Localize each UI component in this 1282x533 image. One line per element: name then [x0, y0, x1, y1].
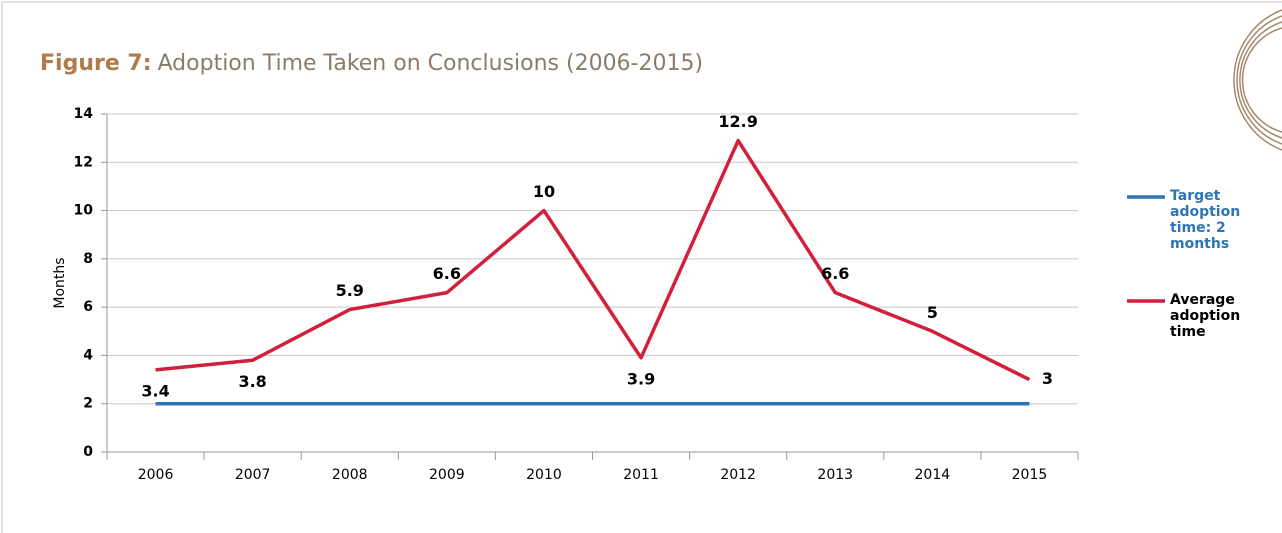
- title-text: Adoption Time Taken on Conclusions (2006…: [158, 51, 704, 76]
- data-label: 3.8: [238, 372, 266, 391]
- x-tick-label: 2012: [720, 467, 756, 483]
- data-label: 3: [1042, 369, 1053, 388]
- x-tick-label: 2015: [1012, 467, 1048, 483]
- legend-entry: Target adoption time: 2 months: [1170, 188, 1241, 252]
- x-tick-label: 2010: [526, 467, 562, 483]
- y-tick-label: 6: [83, 299, 93, 315]
- x-tick-label: 2009: [429, 467, 465, 483]
- data-label: 5: [927, 303, 938, 322]
- y-tick-label: 4: [83, 347, 93, 363]
- y-axis-label: Months: [52, 257, 68, 308]
- y-tick-label: 12: [74, 154, 93, 170]
- y-tick-label: 14: [74, 106, 94, 122]
- y-tick-label: 10: [74, 203, 94, 219]
- chart-title: Figure 7: Adoption Time Taken on Conclusi…: [40, 51, 703, 76]
- data-label: 5.9: [336, 281, 364, 300]
- data-label: 6.6: [433, 264, 461, 283]
- data-label: 10: [533, 182, 555, 201]
- x-tick-label: 2006: [138, 467, 174, 483]
- y-tick-label: 8: [83, 251, 93, 267]
- data-label: 3.4: [141, 381, 169, 400]
- data-label: 12.9: [718, 112, 757, 131]
- data-label: 3.9: [627, 369, 655, 388]
- legend-entry: Average adoption time: [1170, 292, 1241, 340]
- decoration: [1233, 9, 1282, 151]
- title-label: Figure 7:: [40, 51, 152, 76]
- y-tick-label: 2: [83, 396, 93, 412]
- x-tick-label: 2013: [817, 467, 853, 483]
- x-tick-label: 2007: [235, 467, 271, 483]
- data-label: 6.6: [821, 264, 849, 283]
- line: [155, 138, 1031, 382]
- x-tick-label: 2011: [623, 467, 659, 483]
- y-tick-label: 0: [83, 444, 93, 460]
- x-tick-label: 2014: [915, 467, 951, 483]
- x-tick-label: 2008: [332, 467, 368, 483]
